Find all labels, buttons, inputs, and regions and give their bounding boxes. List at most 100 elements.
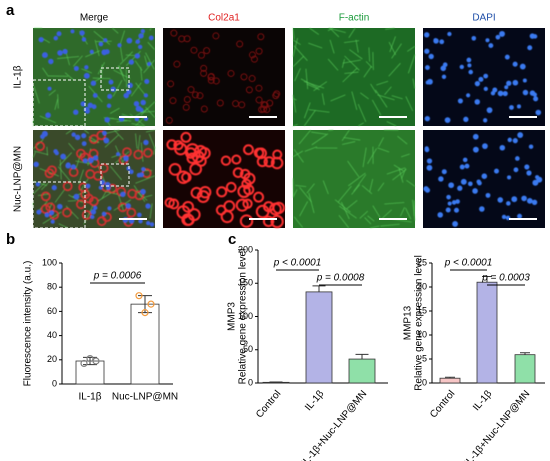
cell: [231, 154, 242, 165]
fiber: [41, 182, 49, 191]
cell: [176, 170, 191, 185]
nucleus: [60, 153, 67, 160]
nucleus: [50, 219, 55, 224]
x-tick-label: Control: [428, 389, 457, 421]
fiber: [149, 203, 153, 219]
nucleus: [457, 185, 463, 191]
fiber: [368, 47, 371, 62]
row-label: IL-1β: [13, 65, 24, 88]
fiber: [380, 223, 400, 227]
nucleus: [532, 92, 537, 97]
nucleus: [89, 49, 94, 54]
nucleus: [98, 41, 104, 47]
cell: [85, 169, 96, 179]
nucleus: [81, 141, 87, 147]
nucleus: [495, 34, 501, 40]
fiber: [392, 169, 407, 181]
fiber: [351, 184, 361, 195]
nucleus: [524, 164, 530, 170]
nucleus: [149, 222, 155, 227]
cell: [263, 106, 271, 114]
cell: [196, 190, 210, 203]
y-tick-label: 15: [417, 305, 427, 315]
nucleus: [526, 198, 533, 204]
nucleus: [102, 212, 107, 217]
cell: [190, 46, 198, 54]
fiber: [140, 66, 143, 81]
cell: [239, 214, 254, 228]
cell: [183, 95, 191, 103]
fiber: [292, 55, 305, 68]
fiber: [360, 92, 369, 100]
fiber: [80, 178, 89, 191]
fiber: [327, 58, 339, 71]
cell: [240, 73, 248, 81]
x-tick-label: IL-1β: [79, 392, 102, 403]
cell: [197, 51, 205, 59]
nucleus: [62, 48, 68, 55]
nucleus: [116, 152, 121, 157]
y-tick-label: 40: [47, 330, 57, 340]
micrograph: [32, 129, 156, 229]
nucleus: [485, 38, 490, 43]
nucleus: [474, 80, 481, 87]
column-header: Merge: [80, 13, 109, 24]
fiber: [147, 41, 155, 50]
image-background: [163, 28, 285, 126]
fiber: [311, 133, 329, 146]
fiber: [303, 102, 311, 119]
nucleus: [533, 96, 539, 102]
cell: [165, 116, 173, 124]
cell: [185, 143, 200, 157]
nucleus: [497, 90, 504, 97]
nucleus: [140, 188, 146, 195]
panel-label: c: [228, 231, 236, 248]
fiber: [308, 109, 330, 113]
fiber: [346, 200, 358, 210]
nucleus: [535, 109, 542, 116]
nucleus: [87, 102, 94, 109]
fiber: [58, 223, 69, 229]
nucleus: [483, 118, 488, 123]
cell: [235, 198, 249, 212]
y-tick-label: 20: [47, 354, 57, 364]
cell: [232, 167, 244, 178]
fiber: [135, 133, 138, 149]
fiber: [145, 129, 156, 133]
y-tick-label: 100: [238, 311, 253, 321]
cell: [238, 101, 246, 109]
fiber: [149, 27, 152, 31]
nucleus: [451, 200, 457, 205]
cell: [40, 204, 51, 214]
nucleus: [108, 79, 114, 85]
fiber: [101, 64, 103, 78]
y-tick-label: 0: [248, 377, 253, 387]
nucleus: [99, 179, 105, 186]
cell: [256, 156, 268, 168]
nucleus: [53, 149, 58, 154]
fiber: [348, 27, 356, 38]
fiber: [371, 99, 382, 116]
micrograph: [163, 130, 285, 229]
nucleus: [126, 89, 132, 95]
fiber: [400, 207, 405, 217]
nucleus: [519, 63, 526, 70]
nucleus: [82, 158, 88, 164]
micrograph: [423, 28, 545, 126]
cell: [270, 156, 284, 170]
column-header: F-actin: [339, 13, 370, 24]
fiber: [401, 153, 410, 158]
data-point: [135, 292, 143, 300]
fiber: [81, 68, 92, 74]
y-tick-label: 200: [238, 244, 253, 254]
image-content: [32, 129, 156, 229]
cell: [182, 103, 190, 111]
fiber: [377, 147, 390, 153]
nucleus: [107, 206, 112, 211]
fiber: [114, 151, 130, 164]
fiber: [370, 83, 377, 94]
fiber: [308, 192, 315, 214]
image-content: [164, 131, 285, 229]
cell: [81, 210, 92, 220]
fiber: [93, 30, 111, 45]
